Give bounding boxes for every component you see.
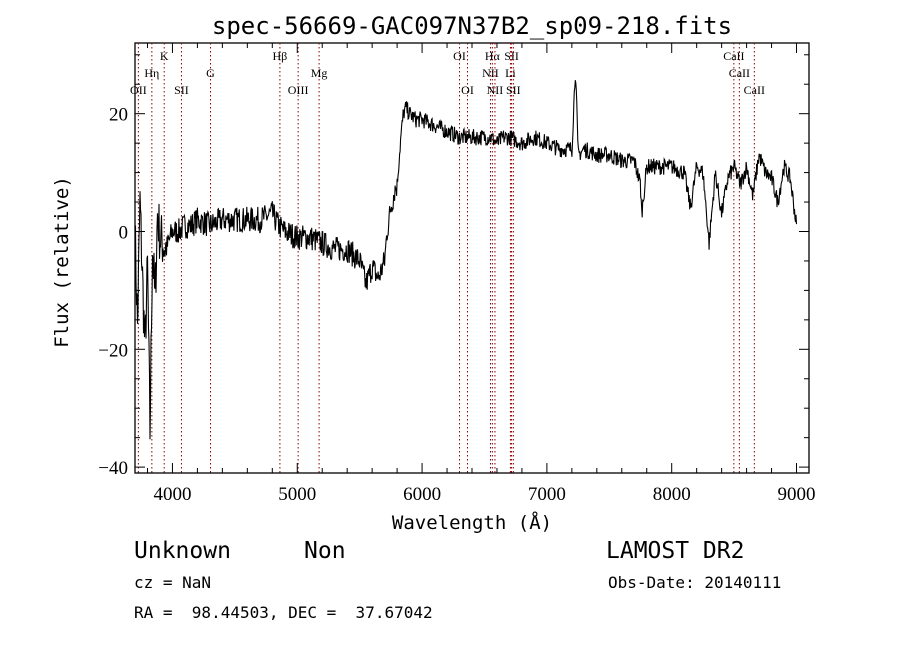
object-class: Unknown: [134, 538, 231, 564]
line-marker-label: K: [160, 49, 169, 63]
line-marker-label: Hβ: [273, 49, 288, 63]
y-tick-label: −20: [98, 340, 128, 361]
line-marker-label: CaII: [744, 83, 765, 97]
line-marker-label: Mg: [311, 66, 328, 80]
line-marker-label: Hη: [144, 66, 159, 80]
line-markers: OIIHηKSIIGHβOIIIMgOIOIHαNIINIISIILiSIICa…: [130, 43, 765, 473]
object-subclass: Non: [304, 538, 346, 564]
line-marker-label: CaII: [723, 49, 744, 63]
observation-date: Obs-Date: 20140111: [608, 573, 782, 592]
y-tick-label: 20: [109, 105, 128, 126]
line-marker-label: OI: [453, 49, 466, 63]
x-tick-label: 8000: [653, 484, 691, 505]
x-axis-label: Wavelength (Å): [392, 511, 552, 534]
line-marker-label: CaII: [729, 66, 750, 80]
y-axis-label: Flux (relative): [51, 176, 73, 348]
x-tick-label: 6000: [403, 484, 441, 505]
plot-frame: [134, 42, 810, 474]
chart-title: spec-56669-GAC097N37B2_sp09-218.fits: [212, 12, 732, 40]
y-tick-label: −40: [98, 458, 128, 479]
line-marker-label: OIII: [288, 83, 309, 97]
ra-dec-coordinates: RA = 98.44503, DEC = 37.67042: [134, 603, 433, 622]
line-marker-label: SII: [504, 49, 519, 63]
line-marker-label: OI: [461, 83, 474, 97]
x-tick-label: 4000: [153, 484, 191, 505]
line-marker-label: SII: [506, 83, 521, 97]
line-marker-label: G: [206, 66, 215, 80]
redshift-cz: cz = NaN: [134, 573, 212, 592]
line-marker-label: Hα: [485, 49, 501, 63]
axis-ticks: 4000 5000 6000 7000 8000 9000 20 0 −20 −40: [98, 43, 816, 505]
spectrum-line: [134, 80, 798, 440]
x-tick-label: 9000: [778, 484, 816, 505]
line-marker-label: NII: [487, 83, 504, 97]
line-marker-label: OII: [130, 83, 147, 97]
x-tick-label: 5000: [278, 484, 316, 505]
line-marker-label: SII: [174, 83, 189, 97]
line-marker-label: Li: [505, 66, 516, 80]
y-tick-label: 0: [119, 222, 129, 243]
x-tick-label: 7000: [528, 484, 566, 505]
line-marker-label: NII: [482, 66, 499, 80]
survey-name: LAMOST DR2: [606, 538, 745, 564]
